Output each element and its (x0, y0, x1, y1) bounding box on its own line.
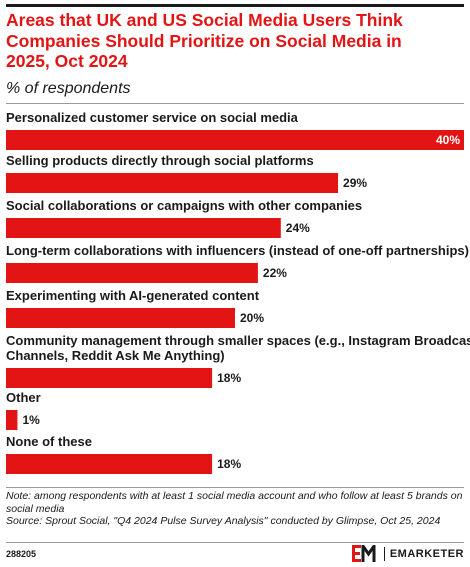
value-label: 29% (343, 176, 367, 190)
footer-rule (6, 542, 464, 543)
bar (6, 173, 339, 193)
category-label: Community management through smaller spa… (6, 333, 470, 363)
bar (6, 263, 258, 283)
brand-name: EMARKETER (389, 547, 464, 560)
bar (6, 368, 213, 388)
category-label: Long-term collaborations with influencer… (6, 243, 469, 258)
footnote: Note: among respondents with at least 1 … (6, 490, 468, 528)
category-label: Other (6, 390, 41, 405)
brand-block[interactable]: EMARKETER (351, 545, 464, 562)
category-label: Social collaborations or campaigns with … (6, 198, 362, 213)
category-label: None of these (6, 434, 92, 449)
bar-chart: Personalized customer service on social … (6, 110, 470, 474)
chart-title: Areas that UK and US Social Media Users … (6, 10, 403, 71)
value-label: 18% (217, 457, 241, 471)
top-rule (6, 4, 464, 7)
emarketer-logo-icon (351, 545, 376, 562)
bar (6, 454, 213, 474)
bar (6, 218, 281, 238)
value-label: 1% (22, 413, 40, 427)
chart-id: 288205 (6, 549, 37, 559)
bar (6, 410, 18, 430)
chart-subtitle: % of respondents (6, 80, 131, 97)
brand-divider (383, 546, 385, 561)
note-rule (6, 487, 464, 488)
category-label: Experimenting with AI-generated content (6, 288, 260, 303)
bar (6, 130, 464, 150)
value-label: 20% (240, 311, 264, 325)
bar (6, 308, 235, 328)
subtitle-rule (6, 103, 464, 104)
value-label: 22% (263, 266, 287, 280)
source-text: Source: Sprout Social, "Q4 2024 Pulse Su… (6, 515, 441, 527)
value-label: 18% (217, 371, 241, 385)
note-text: Note: among respondents with at least 1 … (6, 490, 463, 515)
category-label: Personalized customer service on social … (6, 110, 299, 125)
value-label: 24% (286, 221, 310, 235)
value-label: 40% (436, 133, 460, 147)
category-label: Selling products directly through social… (6, 153, 314, 168)
